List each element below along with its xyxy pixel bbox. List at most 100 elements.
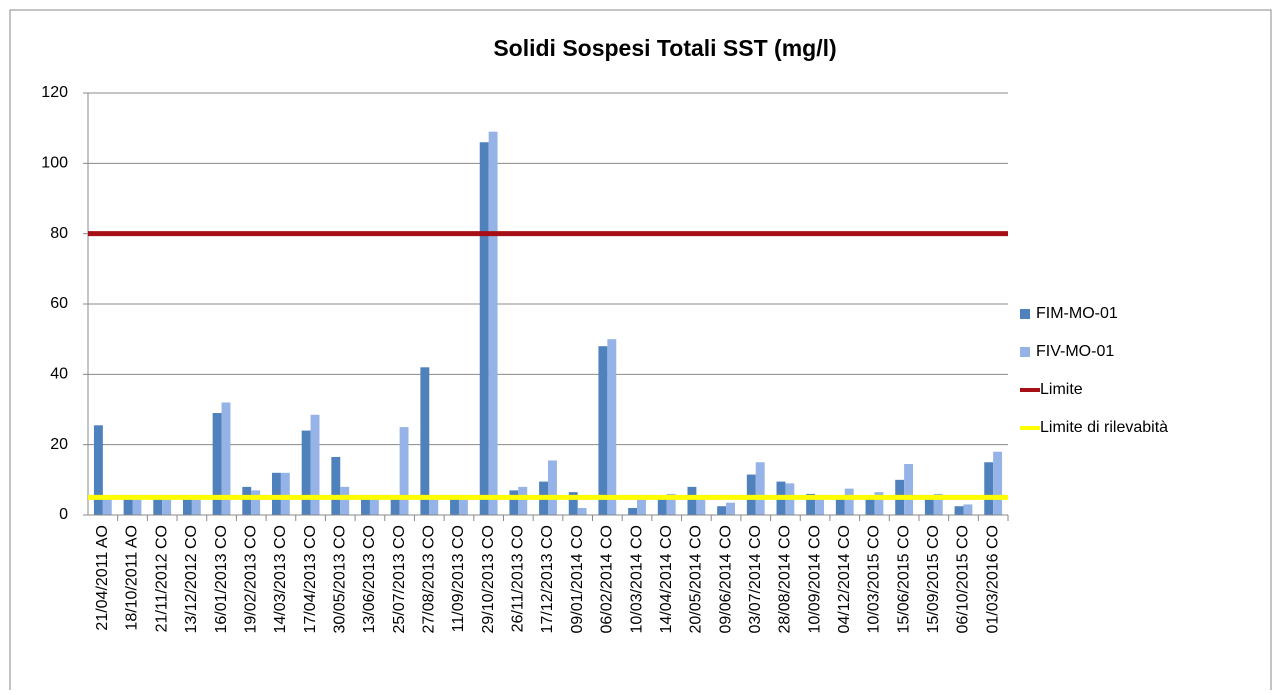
bar <box>933 493 943 515</box>
x-tick-label: 21/04/2011 AO <box>94 525 111 631</box>
bar <box>301 430 311 515</box>
x-tick-label: 19/02/2013 CO <box>242 525 259 634</box>
bar <box>399 427 409 515</box>
bar <box>865 497 875 515</box>
bar <box>132 497 142 515</box>
bar <box>657 497 667 515</box>
bar <box>844 488 854 515</box>
legend-label: Limite di rilevabità <box>1040 419 1168 436</box>
y-tick-label: 120 <box>41 84 68 101</box>
bar <box>568 492 578 515</box>
x-tick-label: 25/07/2013 CO <box>391 525 408 634</box>
x-tick-label: 09/06/2014 CO <box>717 525 734 634</box>
bar <box>607 339 617 515</box>
bar <box>102 497 112 515</box>
bar <box>182 497 192 515</box>
x-tick-label: 17/04/2013 CO <box>302 525 319 634</box>
x-tick-label: 27/08/2013 CO <box>421 525 438 634</box>
chart-border <box>9 9 1272 695</box>
x-tick-label: 13/06/2013 CO <box>361 525 378 634</box>
bar <box>835 497 845 515</box>
x-tick-label: 06/10/2015 CO <box>955 525 972 634</box>
bar <box>191 497 201 515</box>
y-tick-label: 100 <box>41 155 68 172</box>
bar <box>963 504 973 515</box>
x-tick-label: 13/12/2012 CO <box>183 525 200 634</box>
x-tick-label: 14/03/2013 CO <box>272 525 289 634</box>
x-tick-label: 29/10/2013 CO <box>480 525 497 634</box>
bar <box>598 346 608 515</box>
x-tick-label: 03/07/2014 CO <box>747 525 764 634</box>
bar <box>874 492 884 515</box>
x-tick-label: 14/04/2014 CO <box>658 525 675 634</box>
legend-label: FIV-MO-01 <box>1036 343 1114 360</box>
bar <box>272 472 281 515</box>
bar <box>93 425 103 515</box>
x-tick-label: 15/06/2015 CO <box>895 525 912 634</box>
legend-swatch <box>1020 347 1030 357</box>
bar <box>628 507 638 515</box>
bar <box>717 506 727 515</box>
bar <box>420 367 430 515</box>
bar <box>212 413 222 515</box>
bar <box>509 490 519 515</box>
bar <box>153 497 163 515</box>
bar <box>479 142 489 515</box>
bar <box>340 486 350 515</box>
bar <box>518 486 528 515</box>
bar <box>280 472 290 515</box>
x-tick-label: 04/12/2014 CO <box>836 525 853 634</box>
y-tick-label: 20 <box>50 436 68 453</box>
bar <box>221 402 231 515</box>
legend-label: Limite <box>1040 381 1083 398</box>
bar <box>123 497 133 515</box>
x-tick-label: 18/10/2011 AO <box>124 525 141 631</box>
y-tick-label: 40 <box>50 366 68 383</box>
x-tick-label: 11/09/2013 CO <box>450 525 467 632</box>
bar <box>390 497 400 515</box>
bar <box>815 497 824 515</box>
bar <box>806 493 816 515</box>
x-tick-label: 30/05/2013 CO <box>331 525 348 634</box>
x-tick-label: 10/09/2014 CO <box>806 525 823 634</box>
y-tick-label: 60 <box>50 295 68 312</box>
bar <box>361 497 370 515</box>
bar <box>458 497 468 515</box>
legend-swatch <box>1020 309 1030 319</box>
chart-title: Solidi Sospesi Totali SST (mg/l) <box>493 35 836 61</box>
bar <box>984 462 994 515</box>
bar <box>310 414 320 515</box>
bar <box>687 486 697 515</box>
y-tick-label: 0 <box>59 506 68 523</box>
bar <box>429 497 439 515</box>
bar <box>993 451 1003 515</box>
x-tick-label: 06/02/2014 CO <box>599 525 616 634</box>
x-tick-label: 21/11/2012 CO <box>153 525 170 632</box>
x-tick-label: 09/01/2014 CO <box>569 525 586 634</box>
bar <box>548 460 557 515</box>
bar <box>450 497 459 515</box>
x-tick-label: 17/12/2013 CO <box>539 525 556 634</box>
bar <box>954 506 964 515</box>
x-tick-label: 26/11/2013 CO <box>510 525 527 632</box>
bar <box>696 497 706 515</box>
bar <box>488 131 498 515</box>
bar <box>637 497 646 515</box>
bar <box>755 462 765 515</box>
x-tick-label: 20/05/2014 CO <box>688 525 705 634</box>
x-tick-label: 16/01/2013 CO <box>213 525 230 634</box>
y-tick-label: 80 <box>50 225 68 242</box>
bar <box>726 502 735 515</box>
x-tick-label: 10/03/2014 CO <box>628 525 645 634</box>
x-tick-label: 10/03/2015 CO <box>866 525 883 634</box>
x-tick-label: 15/09/2015 CO <box>925 525 942 634</box>
bar <box>331 456 341 515</box>
bar <box>577 507 587 515</box>
x-tick-label: 28/08/2014 CO <box>777 525 794 634</box>
bar <box>746 474 756 515</box>
bar <box>666 493 676 515</box>
bar <box>924 497 934 515</box>
legend-label: FIM-MO-01 <box>1036 305 1118 322</box>
bar <box>904 464 914 515</box>
